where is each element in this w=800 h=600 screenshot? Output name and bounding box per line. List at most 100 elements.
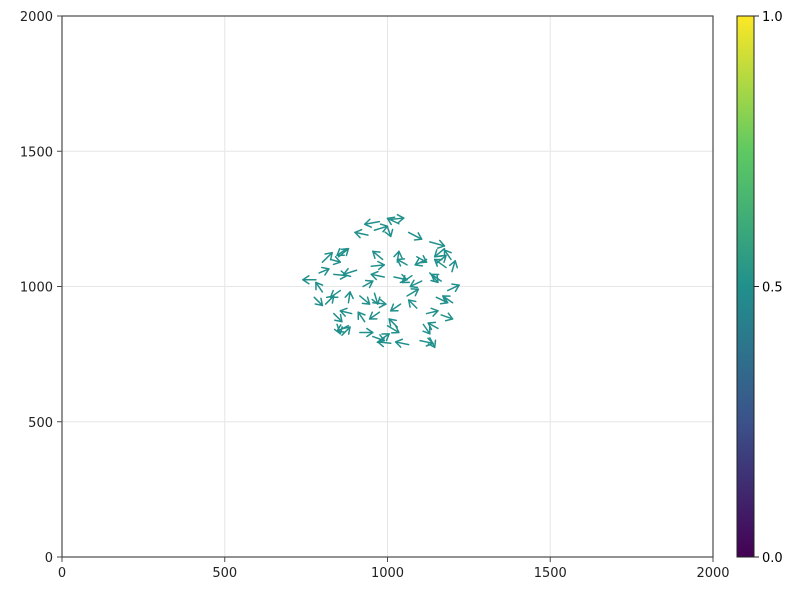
quiver-arrow [446,283,460,293]
arrow-shaft [313,296,324,307]
arrow-shaft [401,274,413,284]
quiver-arrow [407,231,423,241]
arrow-shaft [406,288,420,297]
quiver-arrow [429,239,446,249]
arrow-head [427,321,437,331]
x-tick-label: 500 [212,566,237,581]
quiver-arrow [407,299,418,309]
arrow-head [354,228,363,239]
arrow-head [430,307,439,317]
x-tick-label: 1500 [534,566,567,581]
quiver-arrow [337,247,350,258]
arrow-shaft [336,247,348,257]
arrow-head [401,274,411,284]
quiver-arrow [341,326,351,336]
quiver-arrow [409,279,423,289]
arrow-shaft [329,258,342,263]
arrow-shaft [416,255,428,263]
quiver-arrow [371,292,381,305]
arrow-shaft [368,311,381,320]
arrow-shaft [407,299,418,309]
quiver-arrow [427,321,439,331]
quiver-arrow [390,213,405,224]
arrow-shaft [318,268,330,274]
quiver-arrow [362,279,374,289]
quiver-arrow [443,249,452,261]
colorbar-ticks: 0.0 0.5 1.0 [754,10,783,566]
arrow-shaft [442,295,454,304]
arrow-head [409,279,419,289]
arrow-shaft [333,312,343,323]
arrow-head [436,239,446,249]
arrow-head [381,333,390,342]
quiver-arrow [372,298,387,309]
arrow-shaft [341,326,351,336]
quiver-arrow [422,323,431,335]
arrow-shaft [427,322,439,330]
arrow-head [372,250,381,259]
arrow-shaft [363,220,381,226]
quiver-arrow [370,270,385,281]
arrow-shaft [393,276,408,281]
arrow-shaft [357,311,366,323]
arrow-head [442,295,451,304]
arrow-shaft [419,339,434,345]
quiver-arrow [357,311,366,323]
arrow-head [339,307,348,317]
arrow-shaft [429,241,446,247]
quiver-arrow [448,260,459,273]
arrow-head [314,297,324,307]
colorbar: 0.0 0.5 1.0 [736,10,783,566]
arrow-head [329,289,339,299]
quiver-arrow [354,228,369,239]
arrow-shaft [446,284,460,292]
arrow-shaft [386,226,392,238]
quiver-arrow [336,247,348,257]
arrow-shaft [451,260,456,273]
quiver-arrow [393,250,403,263]
arrow-shaft [362,280,374,288]
arrow-head [390,325,400,334]
arrow-shaft [333,273,348,277]
arrow-head [377,260,385,271]
arrow-head [407,299,417,308]
x-tick-label: 2000 [696,566,729,581]
arrow-head [361,296,371,305]
quiver-arrow [342,267,358,278]
arrow-shaft [390,303,402,312]
quiver-arrow [425,307,439,317]
quiver-arrow [406,288,420,297]
arrow-shaft [396,258,408,266]
arrow-shaft [396,250,400,263]
arrow-shaft [372,335,385,342]
arrow-head [340,247,350,257]
arrow-head [379,223,389,233]
arrow-head [448,260,459,269]
arrow-shaft [370,264,385,267]
colorbar-tick-label: 0.5 [762,281,783,296]
arrow-shaft [342,269,358,276]
quiver-arrow [390,303,402,312]
quiver-arrow [359,327,374,338]
quiver-arrow [440,312,454,322]
quiver-arrow [359,295,371,305]
arrow-head [438,254,447,264]
arrow-head [413,232,423,241]
grid-lines [61,15,714,558]
arrow-head [418,254,428,264]
quiver-arrow [302,274,317,285]
arrow-shaft [359,295,371,305]
arrow-head [439,295,449,305]
quiver-arrow [386,324,400,334]
colorbar-tick-label: 0.0 [762,551,783,566]
arrow-head [321,266,330,276]
arrow-shaft [433,247,446,258]
quiver-arrow [373,223,389,233]
quiver-arrow [313,296,324,307]
arrow-shaft [347,291,351,304]
arrow-shaft [386,217,400,225]
arrow-shaft [433,258,447,269]
arrow-head [342,267,352,278]
arrow-head [366,327,374,338]
